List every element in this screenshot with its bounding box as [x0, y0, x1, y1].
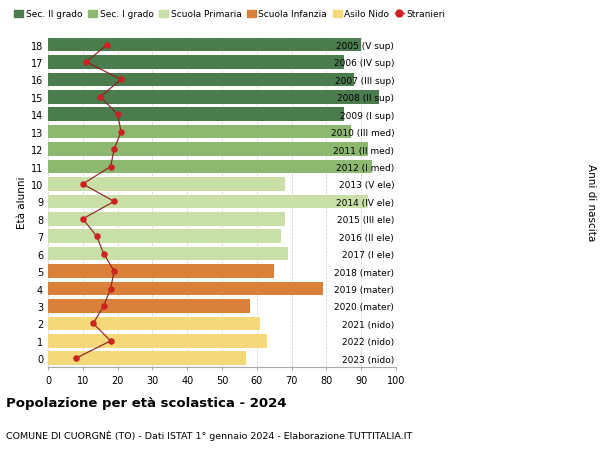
Legend: Sec. II grado, Sec. I grado, Scuola Primaria, Scuola Infanzia, Asilo Nido, Stran: Sec. II grado, Sec. I grado, Scuola Prim… — [11, 7, 449, 23]
Point — [82, 59, 91, 67]
Point — [103, 42, 112, 49]
Point — [116, 129, 126, 136]
Text: Anni di nascita: Anni di nascita — [586, 163, 596, 241]
Bar — [48, 334, 267, 348]
Point — [92, 233, 101, 241]
Point — [106, 337, 115, 345]
Bar — [48, 265, 274, 278]
Point — [78, 181, 88, 188]
Bar — [48, 143, 368, 157]
Bar — [48, 73, 354, 87]
Bar — [48, 317, 260, 330]
Text: COMUNE DI CUORGNÈ (TO) - Dati ISTAT 1° gennaio 2024 - Elaborazione TUTTITALIA.IT: COMUNE DI CUORGNÈ (TO) - Dati ISTAT 1° g… — [6, 430, 412, 440]
Bar — [48, 247, 288, 261]
Bar — [48, 108, 344, 122]
Point — [109, 198, 119, 206]
Bar — [48, 300, 250, 313]
Point — [78, 216, 88, 223]
Point — [95, 94, 105, 101]
Bar — [48, 56, 344, 70]
Bar — [48, 213, 284, 226]
Point — [99, 302, 109, 310]
Point — [106, 163, 115, 171]
Text: Popolazione per età scolastica - 2024: Popolazione per età scolastica - 2024 — [6, 396, 287, 409]
Point — [99, 251, 109, 258]
Bar — [48, 91, 379, 104]
Bar — [48, 178, 284, 191]
Point — [71, 355, 80, 362]
Point — [109, 146, 119, 153]
Bar — [48, 126, 351, 139]
Bar — [48, 160, 371, 174]
Point — [116, 77, 126, 84]
Bar — [48, 230, 281, 244]
Bar — [48, 39, 361, 52]
Point — [88, 320, 98, 327]
Bar — [48, 195, 368, 209]
Point — [109, 268, 119, 275]
Bar — [48, 282, 323, 296]
Y-axis label: Età alunni: Età alunni — [17, 176, 26, 228]
Point — [113, 112, 122, 119]
Point — [106, 285, 115, 292]
Bar — [48, 352, 247, 365]
